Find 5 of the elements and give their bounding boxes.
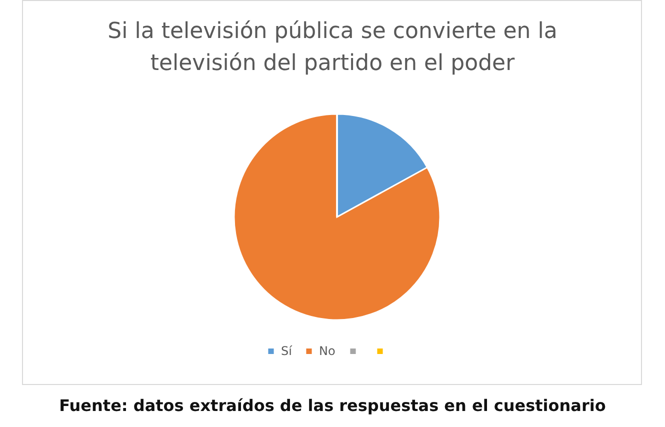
source-note: Fuente: datos extraídos de las respuestas en el cuestionario <box>58 396 607 415</box>
chart-title: Si la televisión pública se convierte en la televisión del partido en el poder <box>108 19 558 76</box>
pie-slice <box>233 113 441 321</box>
legend-label: Sí <box>281 344 293 358</box>
legend-label: No <box>319 344 336 358</box>
